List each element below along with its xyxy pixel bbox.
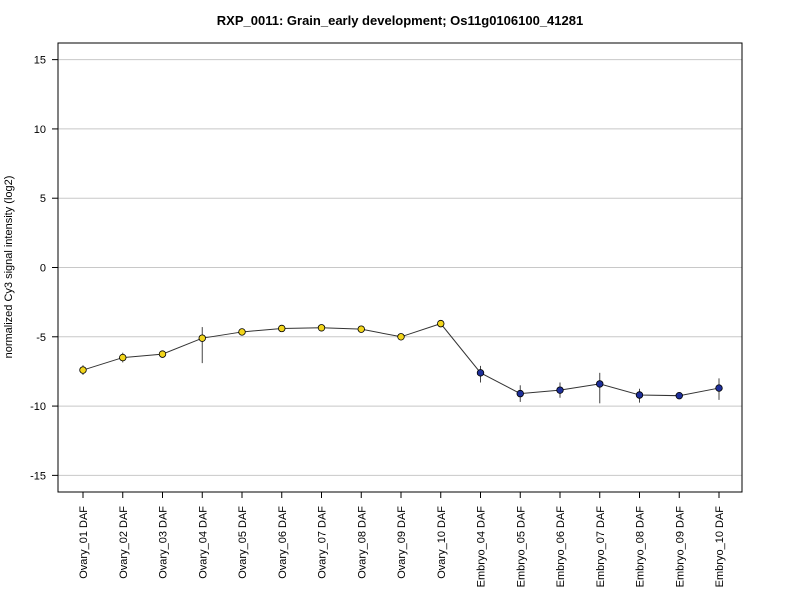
data-point bbox=[278, 324, 286, 333]
y-tick-label: 5 bbox=[40, 193, 46, 205]
data-point bbox=[635, 391, 644, 399]
data-point bbox=[317, 324, 326, 332]
data-point bbox=[397, 333, 405, 341]
x-tick-label: Ovary_01 DAF bbox=[78, 506, 90, 579]
x-tick-label: Embryo_07 DAF bbox=[595, 506, 607, 588]
x-tick-label: Embryo_04 DAF bbox=[476, 506, 488, 588]
data-point bbox=[198, 334, 206, 342]
data-point bbox=[437, 319, 445, 328]
x-axis: Ovary_01 DAF Ovary_02 DAF Ovary_03 DAF Ovar… bbox=[78, 492, 726, 587]
data-point bbox=[516, 389, 524, 398]
x-tick-label: Embryo_05 DAF bbox=[515, 506, 527, 588]
plot-frame bbox=[57, 42, 743, 493]
data-point bbox=[238, 328, 246, 336]
x-tick-label: Embryo_06 DAF bbox=[555, 506, 567, 588]
y-tick-label: 10 bbox=[34, 124, 46, 136]
x-tick-label: Ovary_10 DAF bbox=[436, 506, 448, 579]
data-point bbox=[596, 380, 604, 388]
y-tick-label: -10 bbox=[30, 401, 46, 413]
data-point bbox=[715, 384, 723, 392]
y-tick-label: -15 bbox=[30, 470, 46, 482]
series-layer bbox=[79, 319, 723, 404]
y-tick-label: 0 bbox=[40, 263, 46, 275]
data-point bbox=[556, 386, 564, 394]
x-tick-label: Ovary_05 DAF bbox=[237, 506, 249, 579]
x-tick-label: Embryo_10 DAF bbox=[714, 506, 726, 588]
y-tick-label: 15 bbox=[34, 55, 46, 67]
x-tick-label: Ovary_04 DAF bbox=[197, 506, 209, 579]
x-tick-label: Embryo_09 DAF bbox=[674, 506, 686, 588]
x-tick-label: Ovary_06 DAF bbox=[277, 506, 289, 579]
x-tick-label: Ovary_02 DAF bbox=[118, 506, 130, 579]
x-tick-label: Ovary_08 DAF bbox=[356, 506, 368, 579]
data-point bbox=[675, 391, 683, 400]
x-tick-label: Ovary_03 DAF bbox=[158, 506, 170, 579]
x-tick-label: Ovary_09 DAF bbox=[396, 506, 408, 579]
data-point bbox=[79, 366, 87, 374]
data-point bbox=[158, 350, 167, 358]
y-axis: -15 -10 -5 0 5 10 15 bbox=[30, 55, 58, 482]
data-point bbox=[476, 369, 485, 377]
data-point bbox=[357, 325, 365, 333]
y-tick-label: -5 bbox=[36, 332, 46, 344]
x-tick-label: Embryo_08 DAF bbox=[635, 506, 647, 588]
chart-title: RXP_0011: Grain_early development; Os11g… bbox=[216, 13, 584, 28]
y-axis-label: normalized Cy3 signal intensity (log2) bbox=[3, 176, 15, 359]
data-point bbox=[119, 353, 127, 362]
x-tick-label: Ovary_07 DAF bbox=[317, 506, 329, 579]
grid-lines bbox=[58, 59, 742, 476]
